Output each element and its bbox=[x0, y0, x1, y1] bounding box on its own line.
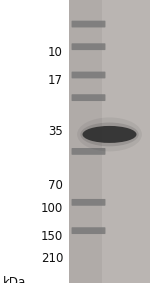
Text: 10: 10 bbox=[48, 46, 63, 59]
Text: 35: 35 bbox=[48, 125, 63, 138]
FancyBboxPatch shape bbox=[72, 72, 105, 78]
FancyBboxPatch shape bbox=[72, 94, 105, 101]
Bar bbox=[69, 0, 150, 283]
Ellipse shape bbox=[80, 123, 139, 146]
Ellipse shape bbox=[82, 126, 136, 143]
FancyBboxPatch shape bbox=[72, 148, 105, 155]
FancyBboxPatch shape bbox=[72, 199, 105, 206]
Text: kDa: kDa bbox=[3, 276, 26, 283]
FancyBboxPatch shape bbox=[72, 43, 105, 50]
Bar bbox=[102, 0, 150, 283]
Ellipse shape bbox=[77, 117, 142, 151]
Text: 150: 150 bbox=[41, 230, 63, 243]
Text: 70: 70 bbox=[48, 179, 63, 192]
Text: 17: 17 bbox=[48, 74, 63, 87]
Text: 100: 100 bbox=[41, 201, 63, 215]
FancyBboxPatch shape bbox=[72, 21, 105, 27]
FancyBboxPatch shape bbox=[72, 227, 105, 234]
Text: 210: 210 bbox=[41, 252, 63, 265]
